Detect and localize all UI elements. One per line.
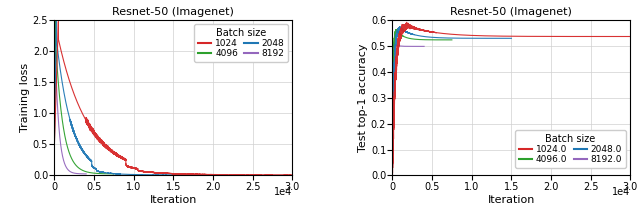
Legend: 1024.0, 4096.0, 2048.0, 8192.0: 1024.0, 4096.0, 2048.0, 8192.0: [515, 130, 626, 168]
Y-axis label: Training loss: Training loss: [20, 63, 30, 132]
Legend: 1024, 4096, 2048, 8192: 1024, 4096, 2048, 8192: [195, 24, 288, 62]
Title: Resnet-50 (Imagenet): Resnet-50 (Imagenet): [113, 7, 234, 17]
Text: 1e4: 1e4: [274, 187, 292, 197]
X-axis label: Iteration: Iteration: [488, 194, 535, 204]
X-axis label: Iteration: Iteration: [150, 194, 197, 204]
Text: 1e4: 1e4: [612, 187, 630, 197]
Y-axis label: Test top-1 accuracy: Test top-1 accuracy: [358, 43, 368, 152]
Title: Resnet-50 (Imagenet): Resnet-50 (Imagenet): [451, 7, 572, 17]
